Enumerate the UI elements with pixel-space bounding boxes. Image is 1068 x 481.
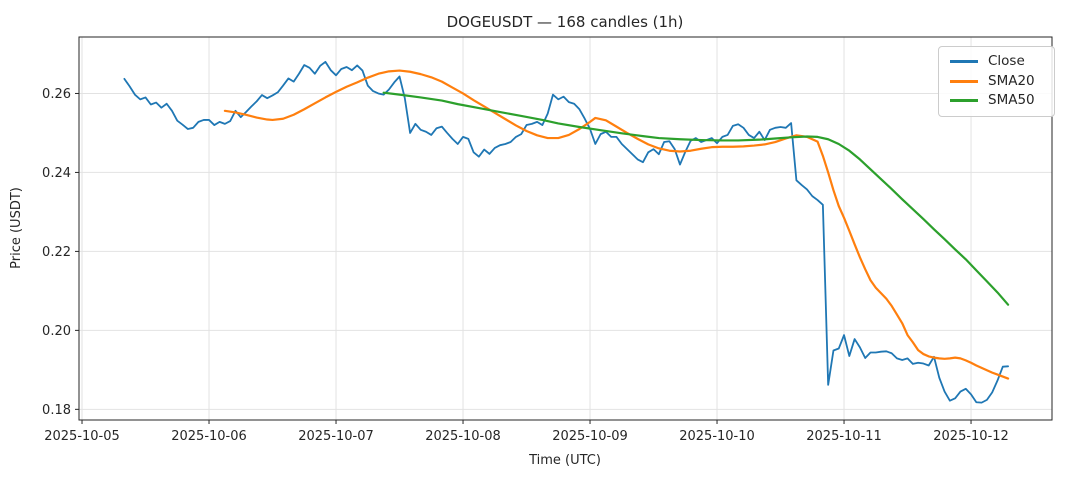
axis-layer: 2025-10-05 2025-10-06 2025-10-07 2025-10-08… — [42, 36, 1053, 444]
legend-item-sma50: SMA50 — [950, 92, 1044, 108]
series-close-line — [123, 60, 1009, 404]
y-tick-label: 0.26 — [42, 87, 71, 102]
x-tick-label: 2025-10-10 — [679, 429, 755, 444]
x-tick-label: 2025-10-12 — [933, 429, 1009, 444]
x-tick-label: 2025-10-06 — [171, 429, 247, 444]
sma50-line-swatch — [950, 99, 978, 103]
y-axis-label: Price (USDT) — [9, 187, 24, 269]
chart-title: DOGEUSDT — 168 candles (1h) — [447, 13, 684, 31]
y-tick-label: 0.24 — [42, 166, 71, 181]
series-sma50-line — [382, 91, 1010, 306]
y-tick-label: 0.20 — [42, 324, 71, 339]
x-axis-label: Time (UTC) — [528, 453, 601, 468]
grid-layer — [79, 37, 1052, 420]
plot-border — [78, 36, 1053, 421]
legend-label-sma50: SMA50 — [988, 92, 1035, 108]
legend: Close SMA20 SMA50 — [938, 46, 1055, 117]
legend-label-close: Close — [988, 53, 1025, 69]
y-tick-label: 0.22 — [42, 245, 71, 260]
x-tick-label: 2025-10-07 — [298, 429, 374, 444]
x-tick-label: 2025-10-08 — [425, 429, 501, 444]
series-sma20-line — [223, 69, 1010, 380]
x-tick-label: 2025-10-11 — [806, 429, 882, 444]
legend-item-close: Close — [950, 53, 1044, 69]
y-tick-label: 0.18 — [42, 403, 71, 418]
x-tick-label: 2025-10-09 — [552, 429, 628, 444]
series-layer — [123, 60, 1010, 404]
sma20-line-swatch — [950, 79, 978, 83]
close-line-swatch — [950, 60, 978, 64]
legend-item-sma20: SMA20 — [950, 72, 1044, 89]
x-tick-label: 2025-10-05 — [44, 429, 120, 444]
legend-label-sma20: SMA20 — [988, 72, 1035, 89]
